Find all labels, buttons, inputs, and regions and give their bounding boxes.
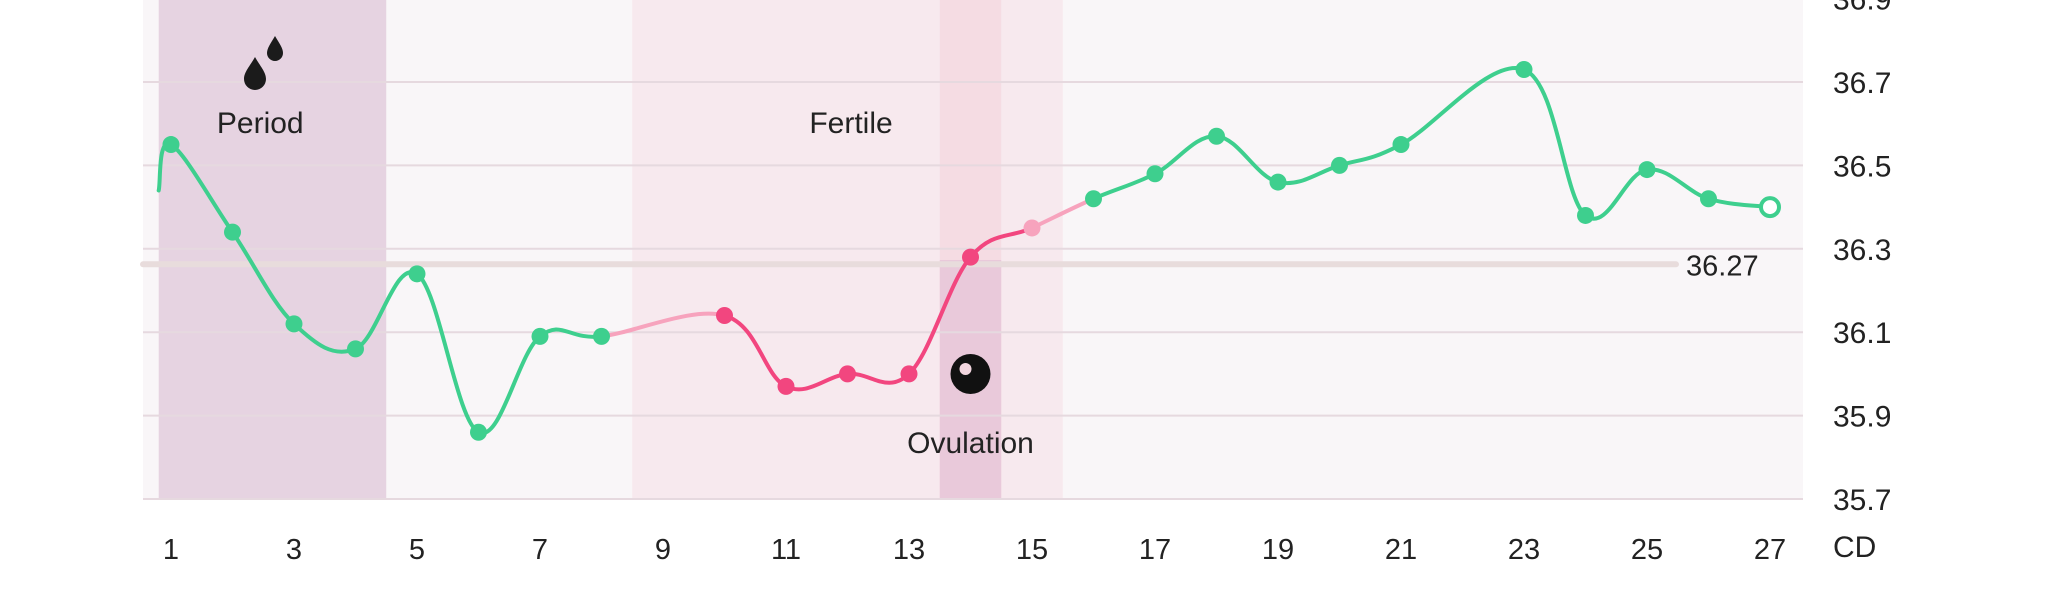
points-layer — [162, 60, 1781, 441]
data-point — [347, 340, 364, 358]
data-point — [408, 265, 426, 283]
y-tick-label: 36.5 — [1833, 150, 1891, 183]
data-point — [285, 315, 303, 333]
y-tick-label: 36.3 — [1833, 234, 1891, 267]
x-tick-label: 9 — [655, 534, 671, 566]
data-point — [1700, 190, 1717, 208]
data-point-today — [1759, 196, 1781, 219]
series-line-segment — [1522, 67, 1588, 218]
y-tick-label: 35.7 — [1833, 484, 1891, 517]
x-tick-label: 17 — [1139, 534, 1171, 566]
x-tick-label: 25 — [1631, 534, 1663, 566]
coverline-label: 36.27 — [1686, 250, 1759, 282]
x-tick-label: 19 — [1262, 534, 1294, 566]
data-point — [1392, 136, 1410, 154]
data-point — [1208, 127, 1225, 145]
series-line-segment — [599, 311, 727, 339]
x-tick-label: 13 — [893, 534, 925, 566]
x-axis-unit: CD — [1833, 531, 1876, 564]
data-point — [1577, 206, 1594, 224]
drop-large — [244, 57, 266, 90]
labels-layer: 36.936.736.536.336.135.935.736.271 3 5 7 9 11… — [163, 0, 1891, 566]
blood-drops-icon — [244, 36, 283, 90]
series-line-segment — [230, 230, 296, 326]
data-point — [1331, 156, 1348, 174]
drop-small — [267, 36, 283, 61]
fertile-label: Fertile — [809, 107, 892, 140]
data-point — [962, 248, 979, 266]
data-point — [839, 365, 856, 383]
x-tick-label: 5 — [409, 534, 425, 566]
data-point — [1269, 173, 1287, 191]
x-tick-label: 23 — [1508, 534, 1540, 566]
data-point — [716, 307, 733, 325]
series-line-segment — [1399, 65, 1526, 147]
data-point — [1638, 161, 1656, 179]
series-line-segment — [907, 255, 973, 376]
y-tick-label: 36.1 — [1833, 317, 1891, 350]
egg-outer — [950, 354, 991, 394]
data-point — [531, 327, 549, 345]
x-tick-label: 3 — [286, 534, 302, 566]
data-point — [1023, 219, 1041, 237]
data-point — [777, 377, 795, 395]
data-point — [162, 136, 180, 154]
x-tick-label: 1 — [163, 534, 179, 566]
data-point — [1515, 60, 1533, 78]
egg-highlight — [959, 363, 972, 375]
data-point — [900, 365, 918, 383]
data-point — [1146, 165, 1164, 183]
x-tick-label: 27 — [1754, 534, 1786, 566]
y-tick-label: 36.7 — [1833, 67, 1891, 100]
egg-icon — [950, 354, 991, 394]
y-tick-label: 36.9 — [1833, 0, 1891, 17]
period-label: Period — [217, 107, 304, 140]
grid-layer — [140, 81, 1803, 500]
data-point — [1085, 190, 1102, 208]
x-tick-label: 21 — [1385, 534, 1417, 566]
y-tick-label: 35.9 — [1833, 401, 1891, 434]
data-point — [224, 223, 241, 241]
x-tick-label: 7 — [532, 534, 548, 566]
ovulation-label: Ovulation — [907, 427, 1034, 460]
data-point — [593, 327, 610, 345]
series-line-segment — [415, 271, 481, 435]
x-tick-label: 15 — [1016, 534, 1048, 566]
data-point — [470, 423, 487, 441]
x-tick-label: 11 — [771, 534, 801, 566]
